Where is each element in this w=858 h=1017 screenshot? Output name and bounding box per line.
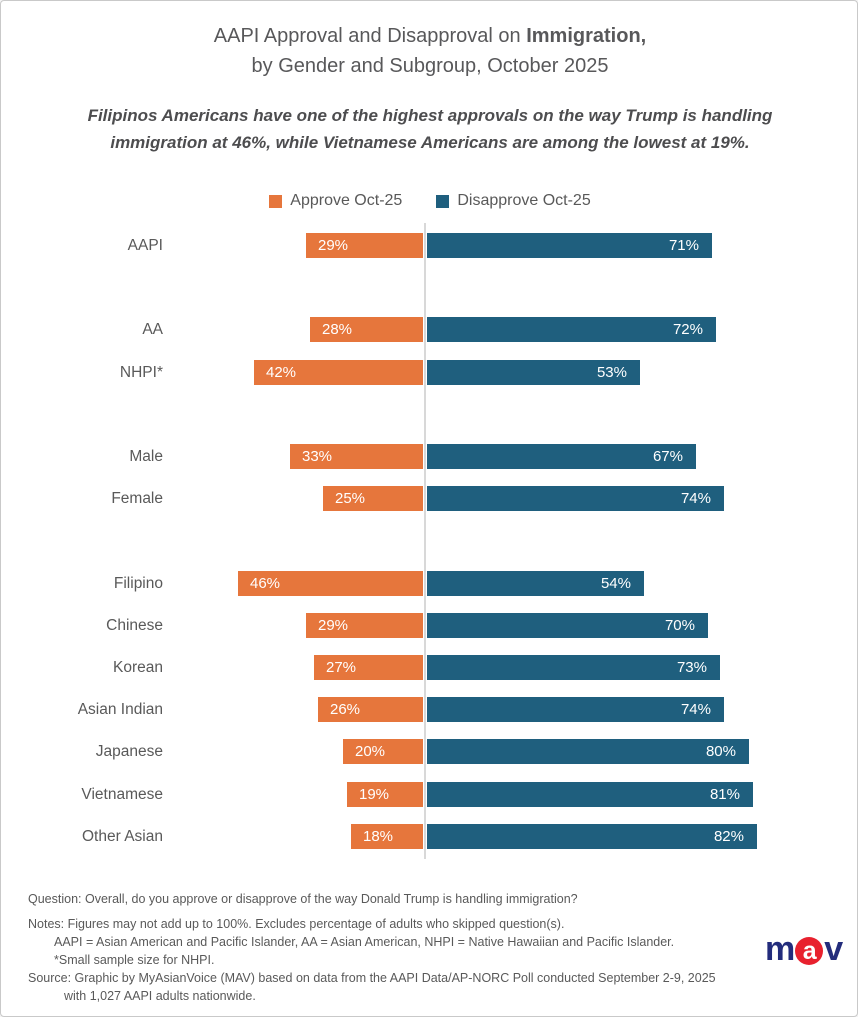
- footer-notes-line3: *Small sample size for NHPI.: [54, 953, 215, 967]
- approve-value-label: 18%: [363, 828, 394, 845]
- disapprove-bar: 71%: [427, 233, 712, 258]
- category-label: Vietnamese: [81, 786, 163, 803]
- approve-bar: 29%: [306, 613, 423, 638]
- category-label: AAPI: [127, 237, 163, 254]
- legend-label-disapprove: Disapprove Oct-25: [457, 192, 591, 209]
- approve-bar: 25%: [323, 486, 423, 511]
- disapprove-swatch-icon: [436, 194, 450, 208]
- category-label: NHPI*: [119, 364, 163, 381]
- footer-source-line1: Source: Graphic by MyAsianVoice (MAV) ba…: [28, 971, 716, 985]
- disapprove-value-label: 71%: [668, 237, 699, 254]
- chart-subtitle: Filipinos Americans have one of the high…: [87, 106, 773, 152]
- approve-value-label: 42%: [266, 364, 297, 381]
- logo-letter-m: m: [765, 930, 795, 968]
- disapprove-value-label: 74%: [680, 701, 711, 718]
- disapprove-value-label: 53%: [596, 364, 627, 381]
- title-line1: AAPI Approval and Disapproval on Immigra…: [1, 21, 857, 51]
- center-axis-line: [424, 223, 426, 859]
- category-label: Filipino: [113, 575, 163, 592]
- approve-value-label: 26%: [330, 701, 361, 718]
- approve-bar: 28%: [310, 317, 423, 342]
- approve-value-label: 33%: [302, 448, 333, 465]
- footer-question: Question: Overall, do you approve or dis…: [28, 892, 578, 906]
- approve-bar: 33%: [290, 444, 423, 469]
- title-line1-regular: AAPI Approval and Disapproval on: [213, 25, 527, 47]
- approve-bar: 26%: [318, 697, 423, 722]
- approve-value-label: 27%: [326, 659, 357, 676]
- footer-notes-line1: Notes: Figures may not add up to 100%. E…: [28, 917, 565, 931]
- category-label: Korean: [113, 659, 163, 676]
- disapprove-bar: 72%: [427, 317, 716, 342]
- disapprove-value-label: 72%: [672, 321, 703, 338]
- category-label: Asian Indian: [77, 701, 163, 718]
- legend-item-disapprove: Disapprove Oct-25: [436, 192, 591, 210]
- approve-bar: 18%: [351, 824, 423, 849]
- legend-label-approve: Approve Oct-25: [290, 192, 403, 209]
- approve-value-label: 28%: [322, 321, 353, 338]
- title-line1-bold: Immigration,: [526, 25, 647, 47]
- disapprove-value-label: 73%: [676, 659, 707, 676]
- approve-value-label: 46%: [250, 575, 281, 592]
- category-label: Chinese: [106, 617, 163, 634]
- title-line2: by Gender and Subgroup, October 2025: [251, 55, 609, 77]
- disapprove-value-label: 70%: [664, 617, 695, 634]
- category-label: Male: [129, 448, 163, 465]
- legend: Approve Oct-25 Disapprove Oct-25: [1, 192, 857, 210]
- disapprove-value-label: 80%: [705, 743, 736, 760]
- disapprove-value-label: 67%: [652, 448, 683, 465]
- disapprove-value-label: 74%: [680, 490, 711, 507]
- logo-letter-a: a: [802, 936, 817, 965]
- disapprove-bar: 67%: [427, 444, 696, 469]
- approve-value-label: 25%: [335, 490, 366, 507]
- disapprove-bar: 81%: [427, 782, 753, 807]
- disapprove-value-label: 82%: [713, 828, 744, 845]
- disapprove-bar: 70%: [427, 613, 708, 638]
- disapprove-bar: 74%: [427, 697, 724, 722]
- logo-a-circle-icon: a: [795, 936, 824, 965]
- footer-notes-line2: AAPI = Asian American and Pacific Island…: [54, 935, 675, 949]
- approve-bar: 19%: [347, 782, 423, 807]
- logo-letter-v: v: [824, 930, 843, 968]
- disapprove-bar: 80%: [427, 739, 749, 764]
- disapprove-bar: 82%: [427, 824, 757, 849]
- approve-bar: 42%: [254, 360, 423, 385]
- approve-bar: 27%: [314, 655, 423, 680]
- chart: AAPI 29% 71% AA 28% 72% NHPI* 42% 53% Male 33% 67% F…: [1, 223, 857, 871]
- legend-item-approve: Approve Oct-25: [269, 192, 402, 210]
- approve-bar: 29%: [306, 233, 423, 258]
- approve-value-label: 29%: [318, 617, 349, 634]
- disapprove-bar: 73%: [427, 655, 720, 680]
- disapprove-bar: 74%: [427, 486, 724, 511]
- approve-bar: 46%: [238, 571, 423, 596]
- approve-value-label: 19%: [359, 786, 390, 803]
- footer-source-line2: with 1,027 AAPI adults nationwide.: [64, 989, 256, 1003]
- approve-swatch-icon: [269, 194, 283, 208]
- category-label: Other Asian: [82, 828, 163, 845]
- disapprove-value-label: 81%: [709, 786, 740, 803]
- category-label: Female: [111, 490, 163, 507]
- approve-value-label: 20%: [355, 743, 386, 760]
- disapprove-bar: 54%: [427, 571, 644, 596]
- disapprove-value-label: 54%: [600, 575, 631, 592]
- approve-bar: 20%: [343, 739, 423, 764]
- category-label: Japanese: [95, 743, 163, 760]
- category-label: AA: [142, 321, 163, 338]
- mav-logo: m a v: [765, 930, 843, 968]
- disapprove-bar: 53%: [427, 360, 640, 385]
- chart-title: AAPI Approval and Disapproval on Immigra…: [1, 21, 857, 81]
- footer-notes: Question: Overall, do you approve or dis…: [28, 890, 748, 1005]
- approve-value-label: 29%: [318, 237, 349, 254]
